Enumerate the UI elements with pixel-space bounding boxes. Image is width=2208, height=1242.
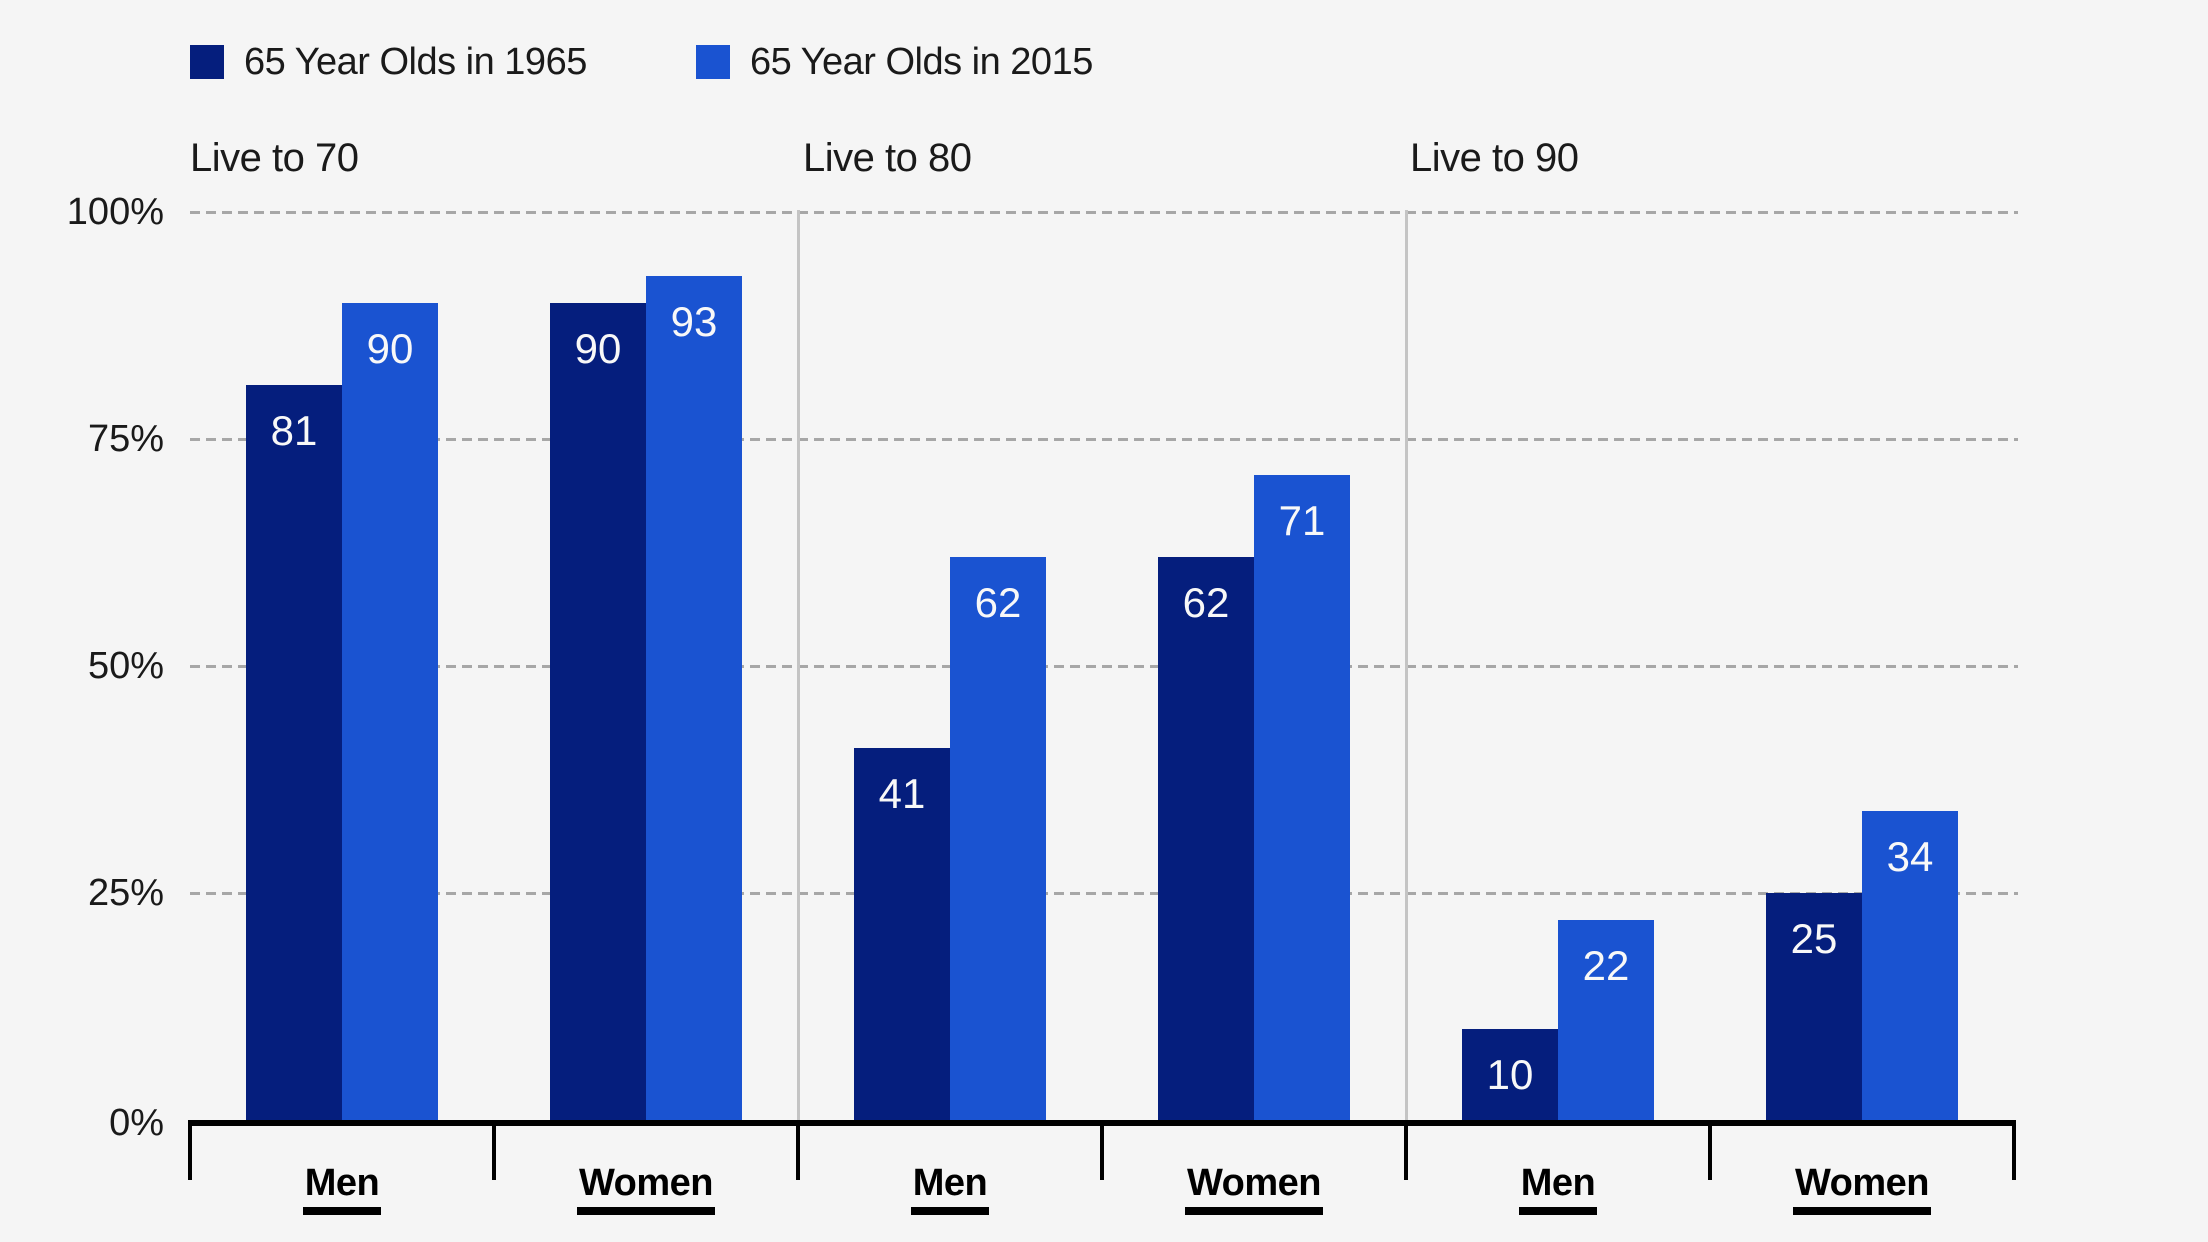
x-axis-tick-2 — [796, 1120, 800, 1180]
bar-2015-live-to-80-men: 62 — [950, 557, 1046, 1120]
bar-value-label: 90 — [366, 325, 414, 372]
bar-value-label: 62 — [1182, 579, 1230, 626]
legend-item: 65 Year Olds in 2015 — [696, 36, 1093, 88]
panel-title-1: Live to 70 — [190, 136, 359, 180]
category-label-wrap: Men — [190, 1163, 494, 1215]
bar-1965-live-to-90-women: 25 — [1766, 893, 1862, 1120]
x-axis-tick-0 — [188, 1120, 192, 1180]
bar-1965-live-to-90-men: 10 — [1462, 1029, 1558, 1120]
legend-item: 65 Year Olds in 1965 — [190, 36, 587, 88]
x-axis-tick-4 — [1404, 1120, 1408, 1180]
category-label-wrap: Men — [1406, 1163, 1710, 1215]
y-axis-label-75: 75% — [87, 418, 164, 460]
category-label-wrap: Women — [494, 1163, 798, 1215]
gridline-75 — [190, 437, 2018, 441]
panel-title-2: Live to 80 — [803, 136, 972, 180]
y-axis-label-0: 0% — [109, 1102, 164, 1144]
y-axis-label-50: 50% — [87, 645, 164, 687]
bar-value-label: 81 — [270, 407, 318, 454]
x-axis-tick-6 — [2012, 1120, 2016, 1180]
category-label-men: Men — [1518, 1163, 1598, 1215]
legend-label-1965: 65 Year Olds in 1965 — [244, 40, 587, 83]
bar-1965-live-to-80-men: 41 — [854, 748, 950, 1120]
bar-value-label: 62 — [974, 579, 1022, 626]
bar-2015-live-to-90-women: 34 — [1862, 811, 1958, 1120]
y-axis-label-25: 25% — [87, 872, 164, 914]
bar-value-label: 93 — [670, 298, 718, 345]
x-axis-tick-1 — [492, 1120, 496, 1180]
legend-swatch-2015 — [696, 45, 730, 79]
legend-label-2015: 65 Year Olds in 2015 — [750, 40, 1093, 83]
bar-value-label: 41 — [878, 770, 926, 817]
x-axis-tick-5 — [1708, 1120, 1712, 1180]
gridline-50 — [190, 664, 2018, 668]
y-axis-label-100: 100% — [66, 191, 164, 233]
gridline-100 — [190, 210, 2018, 214]
bar-value-label: 22 — [1582, 942, 1630, 989]
panel-separator-2 — [1404, 210, 1408, 1120]
gridline-25 — [190, 891, 2018, 895]
category-label-wrap: Women — [1710, 1163, 2014, 1215]
bar-value-label: 10 — [1486, 1051, 1534, 1098]
category-label-wrap: Women — [1102, 1163, 1406, 1215]
category-label-men: Men — [302, 1163, 382, 1215]
panel-separator-1 — [796, 210, 800, 1120]
bar-2015-live-to-70-women: 93 — [646, 276, 742, 1120]
bar-value-label: 90 — [574, 325, 622, 372]
legend-swatch-1965 — [190, 45, 224, 79]
bar-1965-live-to-80-women: 62 — [1158, 557, 1254, 1120]
category-label-men: Men — [910, 1163, 990, 1215]
bar-value-label: 34 — [1886, 833, 1934, 880]
bar-2015-live-to-70-men: 90 — [342, 303, 438, 1120]
category-label-women: Women — [576, 1163, 716, 1215]
x-axis-tick-3 — [1100, 1120, 1104, 1180]
bar-2015-live-to-90-men: 22 — [1558, 920, 1654, 1120]
bar-value-label: 71 — [1278, 497, 1326, 544]
bar-1965-live-to-70-women: 90 — [550, 303, 646, 1120]
category-label-wrap: Men — [798, 1163, 1102, 1215]
bar-value-label: 25 — [1790, 915, 1838, 962]
panel-title-3: Live to 90 — [1410, 136, 1579, 180]
category-label-women: Women — [1184, 1163, 1324, 1215]
category-label-women: Women — [1792, 1163, 1932, 1215]
bar-1965-live-to-70-men: 81 — [246, 385, 342, 1120]
bar-2015-live-to-80-women: 71 — [1254, 475, 1350, 1120]
